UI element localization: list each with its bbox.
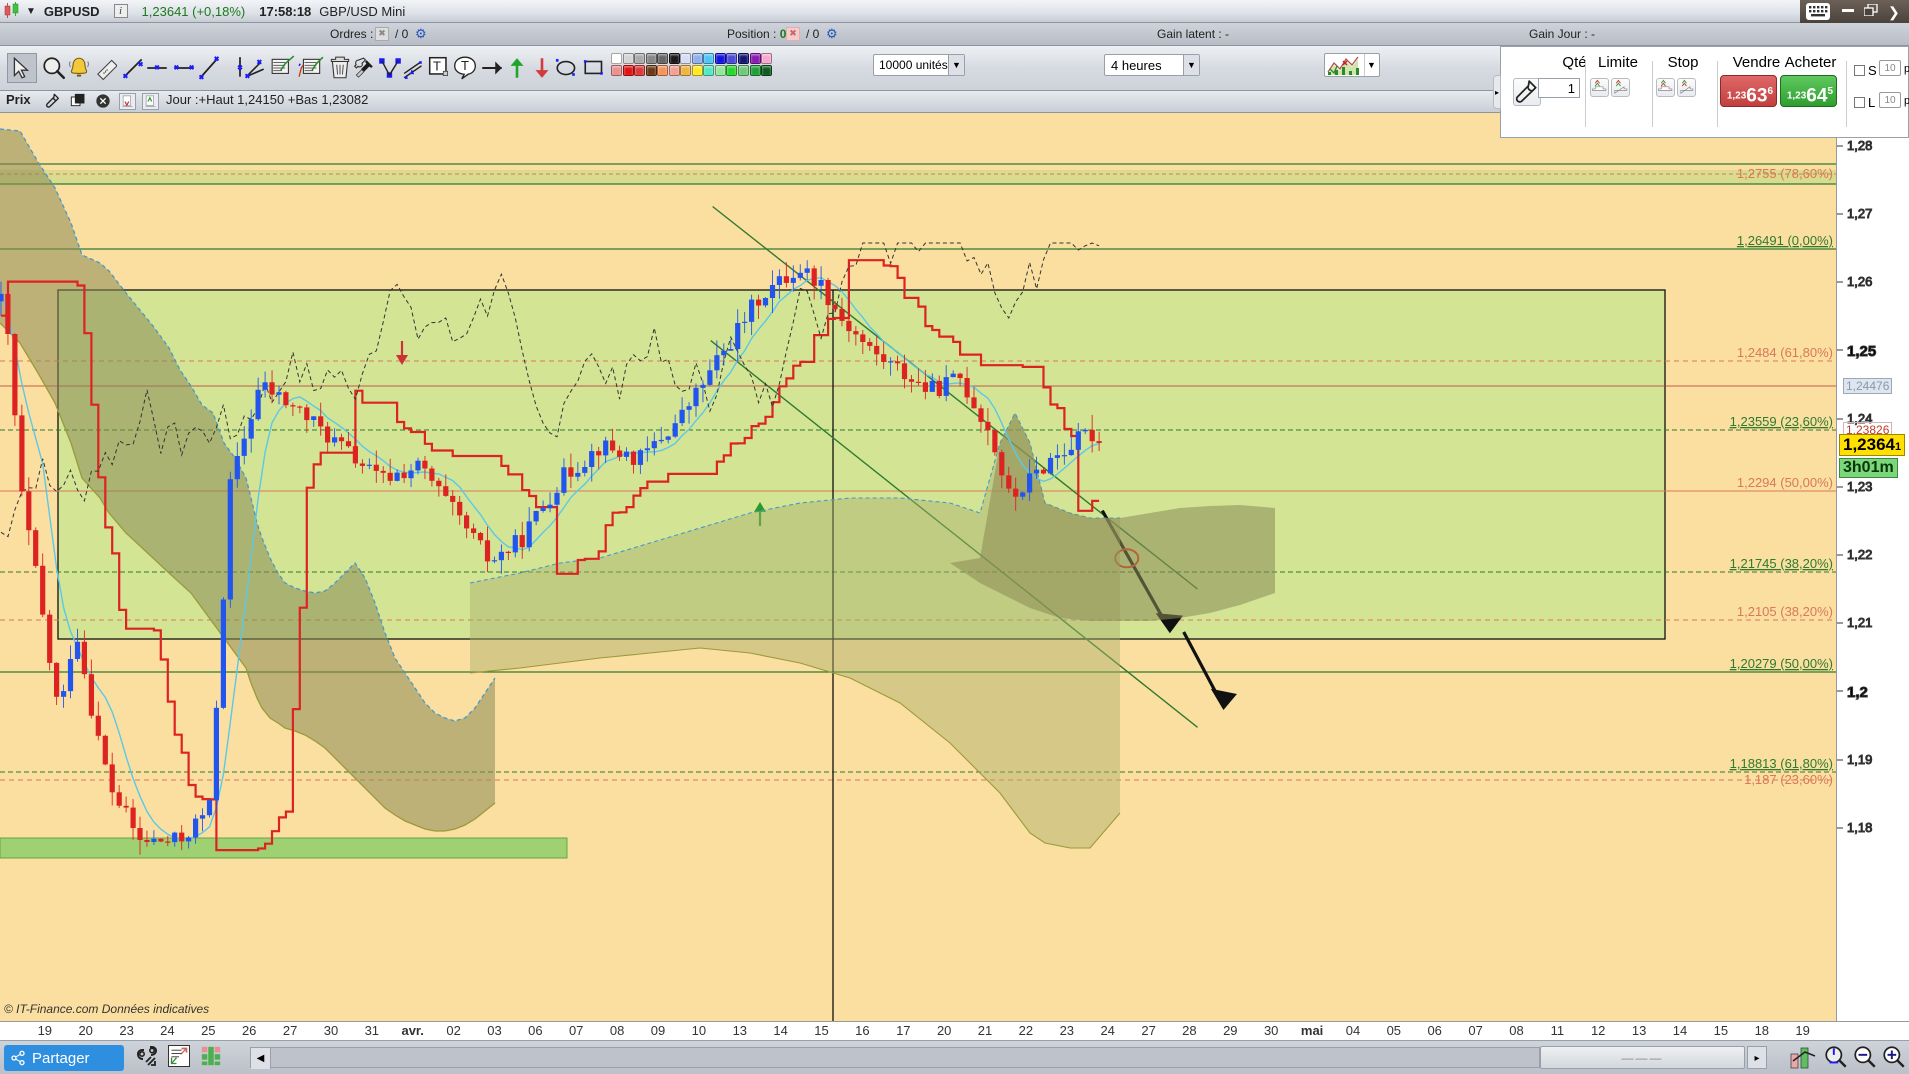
svg-text:1,18: 1,18 xyxy=(1847,820,1872,835)
svg-text:1,25: 1,25 xyxy=(1847,343,1876,360)
svg-text:T: T xyxy=(461,58,469,73)
svg-text:T: T xyxy=(433,59,441,74)
svg-text:1,19: 1,19 xyxy=(1847,752,1872,767)
svg-text:1,2755 (78,60%): 1,2755 (78,60%) xyxy=(1737,166,1833,181)
svg-text:1,23559 (23,60%): 1,23559 (23,60%) xyxy=(1730,414,1833,429)
svg-text:1,26491 (0,00%): 1,26491 (0,00%) xyxy=(1737,233,1833,248)
svg-text:1,2484 (61,80%): 1,2484 (61,80%) xyxy=(1737,345,1833,360)
svg-text:1,21745 (38,20%): 1,21745 (38,20%) xyxy=(1730,556,1833,571)
svg-text:1,23: 1,23 xyxy=(1847,479,1872,494)
svg-text:1,26: 1,26 xyxy=(1847,274,1872,289)
svg-text:1,2105 (38,20%): 1,2105 (38,20%) xyxy=(1737,604,1833,619)
svg-text:1,18813 (61,80%): 1,18813 (61,80%) xyxy=(1730,756,1833,771)
svg-text:1,2294 (50,00%): 1,2294 (50,00%) xyxy=(1737,475,1833,490)
svg-text:1,28: 1,28 xyxy=(1847,138,1872,153)
svg-text:1,22: 1,22 xyxy=(1847,547,1872,562)
svg-text:1,20279 (50,00%): 1,20279 (50,00%) xyxy=(1730,656,1833,671)
svg-text:1,21: 1,21 xyxy=(1847,615,1872,630)
svg-text:1,187 (23,60%): 1,187 (23,60%) xyxy=(1744,772,1833,787)
svg-text:1,2: 1,2 xyxy=(1847,684,1868,701)
svg-text:1,27: 1,27 xyxy=(1847,206,1872,221)
